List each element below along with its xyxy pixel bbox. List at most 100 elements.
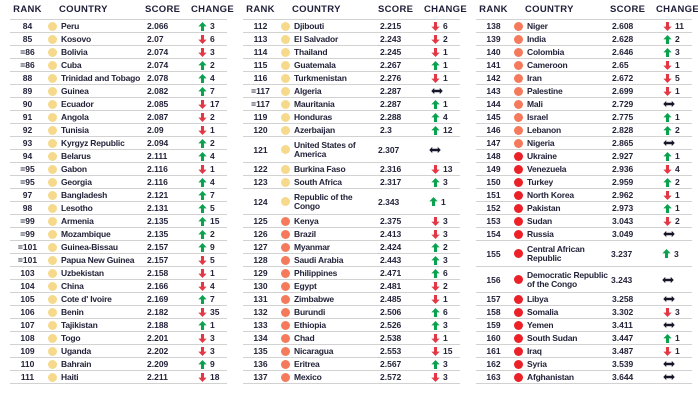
table-row: 139 India 2.628 2 <box>476 33 692 46</box>
rank-cell: 132 <box>253 307 268 317</box>
rank-cell: 97 <box>22 190 33 200</box>
table-row: 128 Saudi Arabia 2.443 3 <box>243 254 460 267</box>
rank-cell: 134 <box>253 333 268 343</box>
change-down-icon <box>663 307 672 317</box>
country-name: Saudi Arabia <box>294 254 344 265</box>
rank-cell: 105 <box>20 294 35 304</box>
change-cell: 1 <box>191 268 227 278</box>
score-tier-dot-icon <box>514 151 523 161</box>
country-name: Uzbekistan <box>61 267 104 278</box>
score-tier-dot-icon <box>48 346 57 356</box>
score-tier-dot-icon <box>48 34 57 44</box>
score-tier-dot-icon <box>281 99 290 109</box>
dot-cell <box>278 164 294 174</box>
score-tier-dot-icon <box>514 307 523 317</box>
table-row: 138 Niger 2.608 11 <box>476 20 692 33</box>
dot-cell <box>45 190 61 200</box>
country-name: Bangladesh <box>61 189 108 200</box>
score-value: 2.116 <box>147 164 168 174</box>
change-cell: 3 <box>424 255 460 265</box>
score-value: 2.424 <box>380 242 402 252</box>
score-tier-dot-icon <box>48 359 57 369</box>
rank-cell: 162 <box>486 359 501 369</box>
change-cell: 3 <box>424 177 460 187</box>
change-down-icon <box>198 47 207 57</box>
score-tier-dot-icon <box>48 151 57 161</box>
score-value: 2.188 <box>147 320 169 330</box>
country-name: Burkina Faso <box>294 163 346 174</box>
rank-cell: 156 <box>486 274 501 285</box>
rank-cell: 144 <box>486 99 501 109</box>
change-cell: 4 <box>424 112 460 122</box>
dot-cell <box>278 112 294 122</box>
score-tier-dot-icon <box>281 47 290 57</box>
change-cell: 6 <box>424 21 460 31</box>
score-tier-dot-icon <box>48 372 57 382</box>
change-up-icon <box>431 112 440 122</box>
rank-cell: 143 <box>486 86 501 96</box>
rank-cell: 163 <box>486 372 501 382</box>
change-value: 4 <box>210 177 215 187</box>
table-row: 94 Belarus 2.111 4 <box>10 150 227 163</box>
score-value: 2.973 <box>612 203 634 213</box>
score-value: 3.243 <box>611 274 633 285</box>
change-cell: 3 <box>191 47 227 57</box>
table-row: =101 Papua New Guinea 2.157 5 <box>10 254 227 267</box>
change-cell: 4 <box>191 177 227 187</box>
change-cell: 1 <box>656 346 692 356</box>
change-cell: 3 <box>191 333 227 343</box>
change-cell: 2 <box>424 34 460 44</box>
change-value: 3 <box>443 216 448 226</box>
change-cell: 1 <box>424 60 460 70</box>
table-row: 137 Mexico 2.572 3 <box>243 371 460 384</box>
rank-cell: 110 <box>20 359 35 369</box>
table-row: 161 Iraq 3.487 1 <box>476 345 692 358</box>
table-row: 140 Colombia 2.646 3 <box>476 46 692 59</box>
country-name: India <box>527 33 546 44</box>
dot-cell <box>278 294 294 304</box>
table-row: 144 Mali 2.729 <box>476 98 692 111</box>
score-value: 2.307 <box>378 144 400 155</box>
change-up-icon <box>198 138 207 148</box>
rank-cell: =117 <box>251 86 270 96</box>
score-tier-dot-icon <box>281 177 290 187</box>
country-name: Cuba <box>61 59 82 70</box>
dot-cell <box>511 190 527 200</box>
dot-cell <box>511 73 527 83</box>
score-tier-dot-icon <box>48 73 57 83</box>
country-name: Guinea-Bissau <box>61 241 118 252</box>
change-cell <box>655 276 691 284</box>
change-cell: 12 <box>424 125 460 135</box>
score-value: 2.135 <box>147 216 169 226</box>
change-cell: 4 <box>191 73 227 83</box>
score-tier-dot-icon <box>514 346 523 356</box>
change-down-icon <box>431 346 440 356</box>
change-cell: 1 <box>424 333 460 343</box>
change-cell: 1 <box>656 112 692 122</box>
score-value: 2.343 <box>378 196 400 207</box>
score-value: 2.413 <box>380 229 402 239</box>
rank-cell: 115 <box>253 60 268 70</box>
score-value: 2.538 <box>380 333 402 343</box>
score-tier-dot-icon <box>281 164 290 174</box>
score-tier-dot-icon <box>514 112 523 122</box>
table-row: 142 Iran 2.672 5 <box>476 72 692 85</box>
country-name: Haiti <box>61 371 79 382</box>
change-up-icon <box>431 359 440 369</box>
change-down-icon <box>663 60 672 70</box>
change-up-icon <box>662 249 671 258</box>
change-cell: 3 <box>424 372 460 382</box>
score-tier-dot-icon <box>514 60 523 70</box>
change-cell <box>422 146 458 154</box>
dot-cell <box>511 275 527 284</box>
dot-cell <box>45 372 61 382</box>
change-value: 15 <box>210 216 220 226</box>
score-value: 2.865 <box>612 138 634 148</box>
change-value: 1 <box>675 346 680 356</box>
dot-cell <box>278 21 294 31</box>
change-cell <box>656 139 692 147</box>
change-down-icon <box>663 216 672 226</box>
country-name: Brazil <box>294 228 316 239</box>
change-cell: 15 <box>191 216 227 226</box>
dot-cell <box>45 216 61 226</box>
